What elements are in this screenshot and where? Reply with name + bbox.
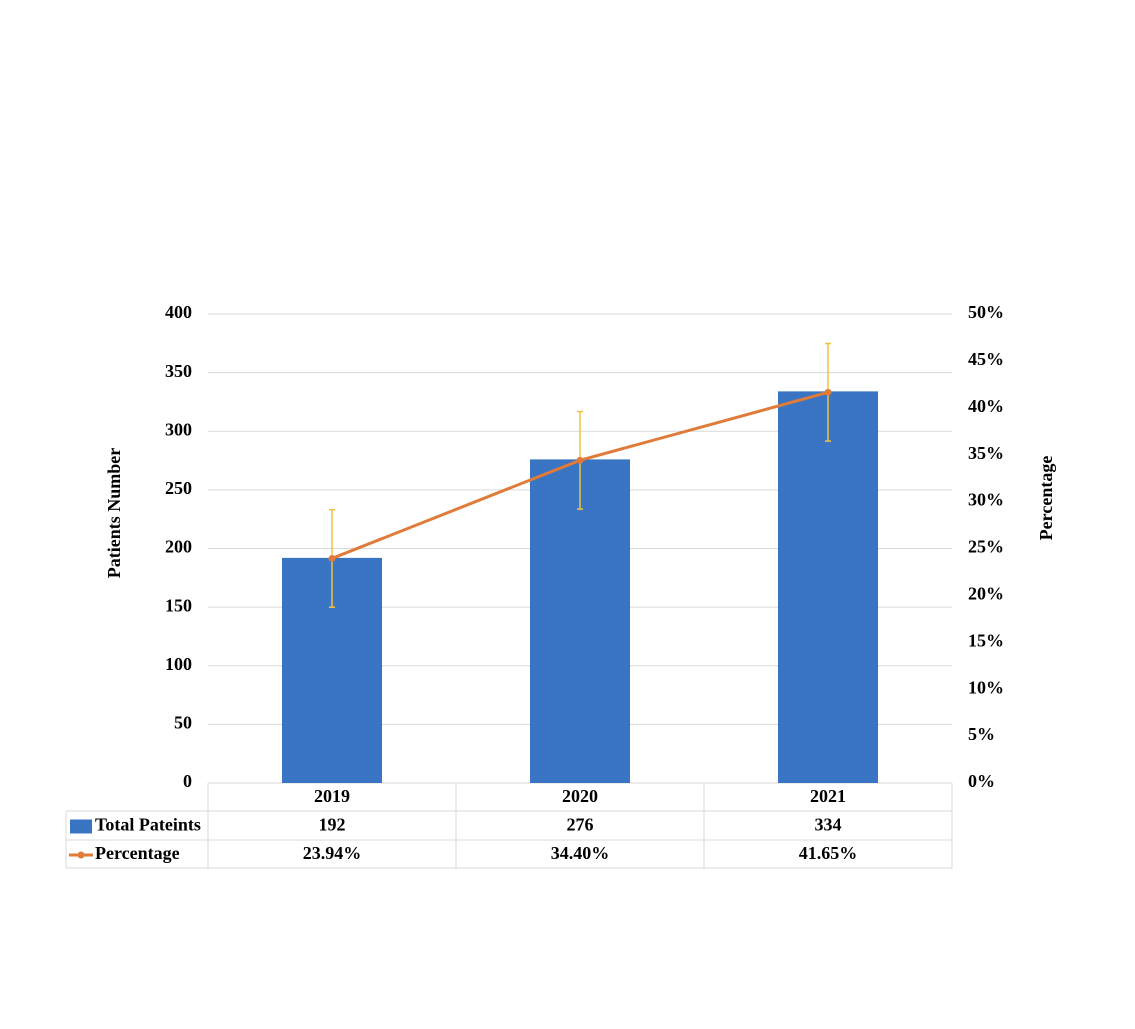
x-tick-label: 2021 xyxy=(810,786,846,806)
y2-tick-label: 40% xyxy=(968,396,1004,416)
y-tick-label: 350 xyxy=(165,361,192,381)
y2-axis-title: Percentage xyxy=(1036,456,1056,541)
y-tick-label: 0 xyxy=(183,771,192,791)
y2-tick-label: 10% xyxy=(968,677,1004,697)
table-value: 276 xyxy=(567,815,594,835)
legend-label: Percentage xyxy=(95,843,180,863)
y2-tick-label: 15% xyxy=(968,630,1004,650)
y2-tick-label: 25% xyxy=(968,537,1004,557)
y-tick-label: 300 xyxy=(165,419,192,439)
table-value: 334 xyxy=(815,815,842,835)
table-value: 192 xyxy=(319,815,346,835)
x-tick-label: 2020 xyxy=(562,786,598,806)
line-marker xyxy=(576,456,584,464)
y-tick-label: 200 xyxy=(165,537,192,557)
legend-label: Total Pateints xyxy=(95,815,201,835)
table-value: 23.94% xyxy=(303,843,362,863)
y2-tick-label: 20% xyxy=(968,584,1004,604)
line-marker xyxy=(824,388,832,396)
table-value: 41.65% xyxy=(799,843,858,863)
x-tick-label: 2019 xyxy=(314,786,350,806)
y-axis-title: Patients Number xyxy=(104,448,124,578)
table-value: 34.40% xyxy=(551,843,610,863)
y2-tick-label: 35% xyxy=(968,443,1004,463)
y2-tick-label: 0% xyxy=(968,771,995,791)
y-tick-label: 150 xyxy=(165,595,192,615)
y2-tick-label: 45% xyxy=(968,349,1004,369)
bar xyxy=(530,459,630,783)
y-tick-label: 250 xyxy=(165,478,192,498)
y-tick-label: 400 xyxy=(165,302,192,322)
y2-tick-label: 30% xyxy=(968,490,1004,510)
bar xyxy=(778,391,878,783)
y2-tick-label: 50% xyxy=(968,302,1004,322)
line-marker xyxy=(328,554,336,562)
legend-swatch xyxy=(70,819,92,834)
legend-swatch xyxy=(77,851,85,859)
y2-tick-label: 5% xyxy=(968,724,995,744)
y-tick-label: 100 xyxy=(165,654,192,674)
y-tick-label: 50 xyxy=(174,713,192,733)
